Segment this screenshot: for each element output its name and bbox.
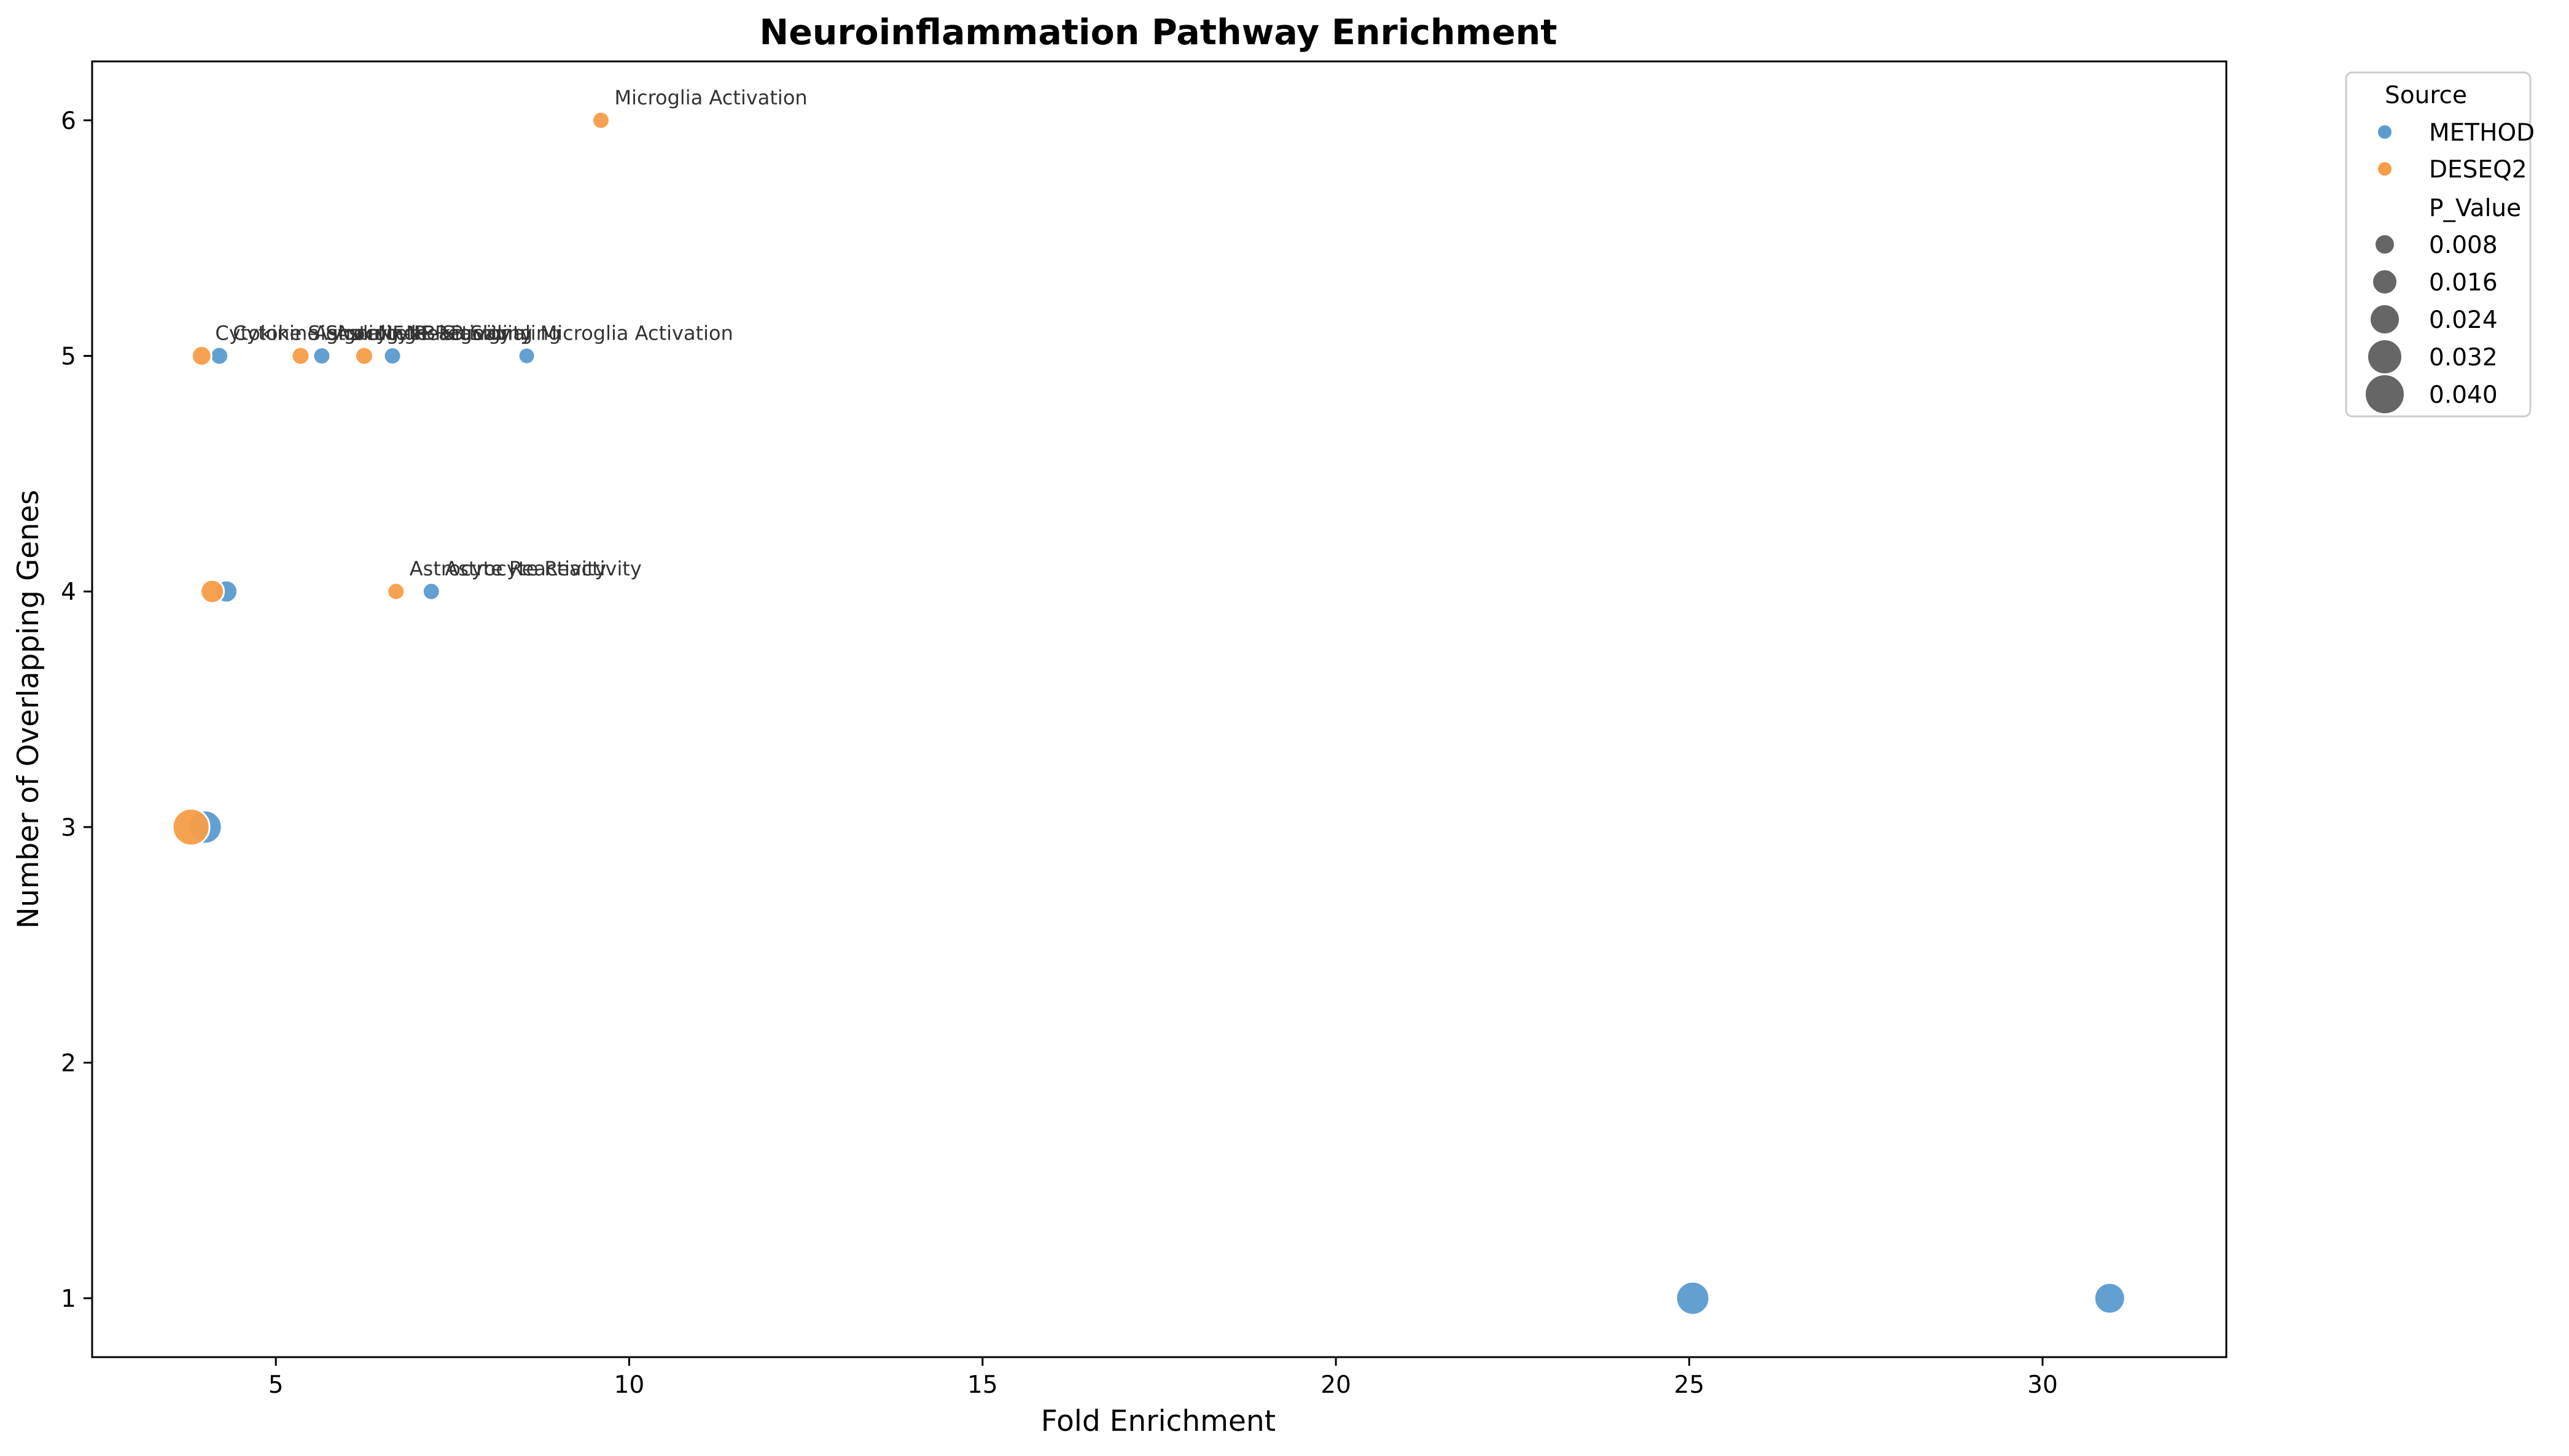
x-tick-label: 5 [268, 1371, 284, 1399]
legend-label-method: METHOD [2429, 119, 2535, 147]
x-tick-label: 20 [1320, 1371, 1351, 1399]
plot-frame [91, 60, 2228, 1358]
point-annotation: Astrocyte Reactivity [445, 557, 642, 580]
point-annotation: NF-kB Signaling [378, 322, 532, 345]
size-legend-label: 0.008 [2429, 232, 2498, 259]
data-point-method [1675, 1280, 1710, 1316]
size-legend-label: 0.016 [2429, 269, 2498, 297]
point-annotation: Microglia Activation [540, 322, 733, 345]
data-point-method [209, 346, 230, 366]
size-legend-label: 0.024 [2429, 306, 2498, 334]
y-tick-label: 2 [61, 1049, 76, 1077]
point-annotation: Microglia Activation [614, 86, 807, 109]
point-annotation: Astrocyte Reactivity [314, 322, 511, 345]
data-point-method [312, 346, 332, 366]
point-annotation: Cytokine Signaling [215, 322, 399, 345]
y-axis-ticks: 1 2 3 4 5 6 [61, 107, 92, 1313]
size-legend-label: 0.040 [2429, 381, 2498, 409]
legend: Source METHOD DESEQ2 P_Value 0.0080.0160… [2345, 71, 2535, 418]
data-point-deseq2 [171, 808, 211, 847]
size-legend-marker [2364, 374, 2405, 415]
y-tick-label: 6 [61, 107, 76, 135]
y-tick-label: 1 [61, 1285, 76, 1313]
data-point-method [2093, 1282, 2126, 1315]
size-legend-marker [2367, 339, 2403, 375]
data-point-method [421, 582, 441, 601]
point-annotation: Cytokine Signaling [233, 322, 416, 345]
x-tick-label: 30 [2027, 1371, 2058, 1399]
size-legend: 0.008 0.016 0.024 0.032 0.040 [2364, 232, 2498, 415]
x-axis-ticks: 5 10 15 20 25 30 [268, 1357, 2058, 1399]
size-legend-label: 0.032 [2429, 344, 2498, 372]
legend-size-title: P_Value [2429, 195, 2521, 222]
point-annotation: Astrocyte Reactivity [410, 557, 607, 580]
chart-title: Neuroinflammation Pathway Enrichment [760, 12, 1557, 53]
y-tick-label: 4 [61, 578, 76, 606]
legend-marker-deseq2 [2377, 161, 2393, 177]
y-axis-label: Number of Overlapping Genes [12, 490, 45, 929]
y-tick-label: 5 [61, 343, 76, 371]
legend-label-deseq2: DESEQ2 [2429, 156, 2527, 184]
data-point-deseq2 [354, 346, 375, 366]
size-legend-marker [2372, 269, 2398, 295]
data-point-deseq2 [200, 578, 225, 604]
data-point-deseq2 [591, 111, 610, 130]
data-point-method [517, 346, 536, 365]
x-tick-label: 15 [967, 1371, 998, 1399]
y-tick-label: 3 [61, 814, 76, 842]
legend-hue-title: Source [2385, 82, 2467, 109]
data-point-method [383, 346, 402, 366]
data-point-deseq2 [386, 582, 406, 601]
data-point-deseq2 [190, 345, 212, 367]
x-tick-label: 25 [1674, 1371, 1705, 1399]
legend-marker-method [2377, 124, 2393, 140]
x-tick-label: 10 [614, 1371, 645, 1399]
size-legend-marker [2369, 304, 2400, 335]
size-legend-marker [2374, 234, 2395, 255]
point-annotation: NF-kB Signaling [406, 322, 561, 345]
x-axis-label: Fold Enrichment [1041, 1404, 1276, 1438]
points-layer [171, 111, 2126, 1316]
data-point-deseq2 [290, 346, 311, 366]
point-annotation: Astrocyte Reactivity [335, 322, 532, 345]
